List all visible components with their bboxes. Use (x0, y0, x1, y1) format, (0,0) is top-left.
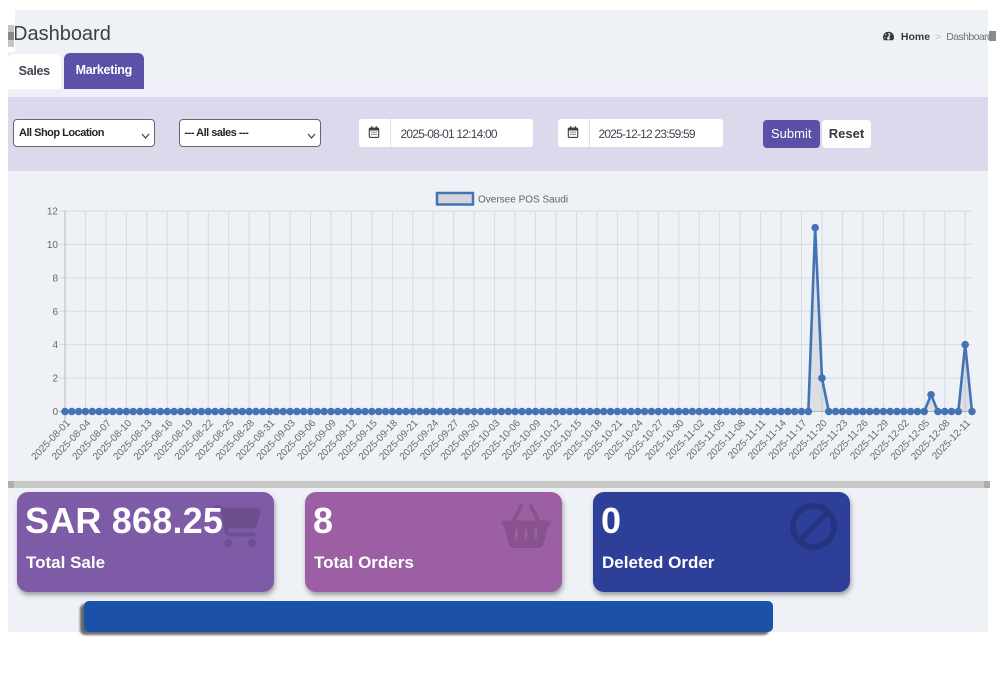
svg-text:12: 12 (47, 207, 59, 218)
svg-text:4: 4 (52, 340, 58, 351)
svg-text:0: 0 (52, 407, 58, 418)
svg-text:2: 2 (52, 374, 58, 385)
svg-text:Oversee POS Saudi: Oversee POS Saudi (478, 195, 568, 206)
svg-text:6: 6 (52, 307, 58, 318)
svg-text:10: 10 (47, 240, 59, 251)
svg-text:8: 8 (52, 273, 58, 284)
